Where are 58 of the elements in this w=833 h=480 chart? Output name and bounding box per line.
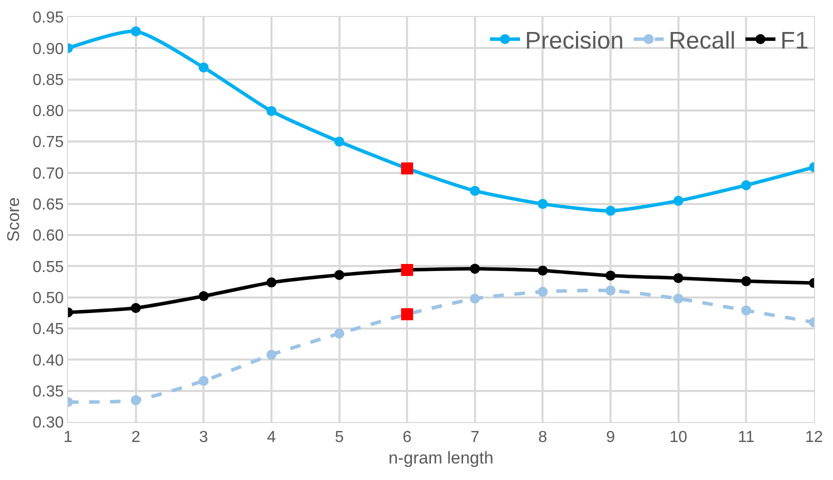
x-tick-label: 3 (199, 429, 208, 446)
x-tick-label: 6 (402, 429, 412, 446)
point (470, 186, 480, 196)
x-tick-label: 12 (805, 429, 823, 446)
x-tick-label: 9 (606, 429, 616, 446)
y-tick-label: 0.95 (32, 10, 64, 27)
point (606, 206, 616, 216)
point (470, 294, 480, 304)
point (741, 276, 752, 286)
y-tick-label: 0.45 (32, 321, 64, 338)
legend-label: Precision (525, 27, 624, 54)
x-tick-label: 11 (738, 429, 755, 446)
point (130, 395, 141, 406)
point (538, 198, 548, 209)
point (673, 294, 684, 304)
x-tick-label: 2 (131, 429, 140, 446)
y-tick-label: 0.75 (32, 134, 64, 152)
y-tick-label: 0.80 (32, 103, 64, 120)
point (266, 106, 276, 116)
x-tick-label: 4 (266, 429, 276, 446)
y-tick-label: 0.60 (32, 228, 64, 245)
point (538, 286, 548, 297)
point (741, 180, 752, 190)
y-tick-label: 0.70 (32, 165, 64, 182)
x-axis-title: n-gram length (388, 448, 494, 468)
point (606, 270, 616, 281)
x-tick-label: 10 (669, 429, 688, 446)
y-tick-label: 0.50 (32, 290, 64, 307)
y-tick-label: 0.35 (32, 383, 64, 400)
point (606, 286, 616, 296)
point (334, 270, 344, 280)
y-tick-label: 0.65 (32, 196, 64, 214)
point (266, 277, 276, 288)
point (198, 291, 209, 302)
y-tick-label: 0.40 (32, 352, 64, 370)
y-tick-label: 0.90 (32, 40, 64, 58)
y-tick-label: 0.55 (32, 258, 64, 276)
point (198, 376, 209, 386)
point (334, 136, 344, 147)
y-tick-label: 0.30 (32, 414, 64, 432)
x-tick-label: 5 (334, 429, 344, 446)
y-axis-title: Score (4, 197, 24, 242)
y-tick-label: 0.85 (32, 72, 64, 89)
legend-label: F1 (780, 27, 808, 54)
x-tick-label: 8 (538, 429, 548, 446)
point (266, 350, 276, 360)
point (673, 273, 684, 284)
x-tick-label: 7 (470, 429, 480, 446)
point (741, 305, 752, 316)
point (130, 26, 141, 36)
point (130, 302, 141, 313)
point (334, 328, 344, 339)
point (538, 266, 548, 276)
point (470, 264, 480, 274)
legend-label: Recall (668, 27, 736, 54)
point (198, 62, 209, 72)
x-tick-label: 1 (64, 429, 73, 446)
point (673, 196, 684, 206)
